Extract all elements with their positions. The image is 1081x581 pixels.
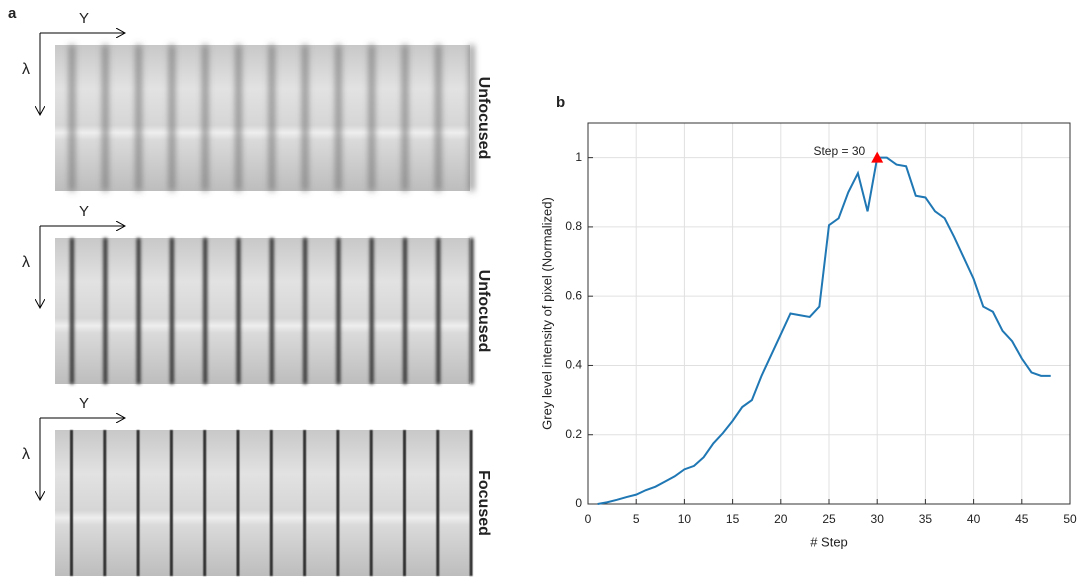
stripe	[169, 45, 174, 191]
spectral-image: Yλ Unfocused	[22, 203, 492, 384]
peak-marker	[871, 151, 884, 163]
stripe	[169, 238, 174, 384]
stripes	[70, 430, 473, 576]
stripe	[436, 45, 441, 191]
x-tick-label: 5	[633, 512, 640, 526]
stripe	[103, 430, 107, 576]
stripe	[203, 430, 207, 576]
stripe	[70, 45, 74, 191]
stripe	[303, 45, 308, 191]
stripe	[336, 238, 341, 384]
annotation: Step = 30	[813, 144, 865, 158]
stripe	[303, 430, 307, 576]
x-tick-label: 50	[1063, 512, 1077, 526]
stripe	[136, 45, 141, 191]
stripe	[136, 430, 140, 576]
focus-status: Unfocused	[475, 270, 492, 353]
image-background	[55, 238, 470, 384]
stripe	[369, 45, 374, 191]
y-axis-symbol: Y	[79, 10, 89, 27]
stripe	[369, 430, 373, 576]
stripe	[70, 238, 74, 384]
x-tick-label: 0	[585, 512, 592, 526]
stripe	[469, 430, 473, 576]
spectral-image: Yλ Unfocused	[22, 10, 492, 191]
stripe	[169, 430, 173, 576]
stripe	[436, 430, 440, 576]
stripe	[403, 238, 407, 384]
x-tick-label: 25	[822, 512, 836, 526]
y-tick-label: 0.8	[565, 219, 582, 233]
plot-frame	[587, 122, 1071, 505]
y-tick-label: 0.2	[565, 427, 582, 441]
spectral-image: Yλ Focused	[22, 395, 492, 576]
stripes	[70, 45, 474, 191]
stripe	[436, 238, 441, 384]
y-tick-label: 0.4	[565, 358, 582, 372]
stripe	[236, 238, 241, 384]
x-tick-label: 20	[774, 512, 788, 526]
x-tick-label: 40	[967, 512, 981, 526]
y-axis-symbol: Y	[79, 203, 89, 220]
stripe	[469, 238, 474, 384]
lambda-symbol: λ	[22, 446, 30, 463]
x-tick-label: 45	[1015, 512, 1029, 526]
focus-status: Focused	[475, 470, 492, 536]
panel-a: Yλ Unfocused Yλ Unfocused Yλ Focused	[22, 10, 492, 576]
stripe	[103, 238, 108, 384]
lambda-symbol: λ	[22, 254, 30, 271]
x-axis-label: # Step	[810, 534, 848, 549]
x-tick-label: 10	[678, 512, 692, 526]
panel-label: a	[8, 5, 17, 22]
focus-status: Unfocused	[475, 77, 492, 160]
stripe	[203, 238, 208, 384]
x-tick-label: 35	[919, 512, 933, 526]
stripe	[469, 45, 474, 191]
stripe	[236, 430, 240, 576]
stripe	[336, 430, 340, 576]
stripe	[136, 238, 141, 384]
y-tick-label: 0	[575, 496, 582, 510]
data-line	[597, 156, 1051, 505]
stripe	[269, 238, 274, 384]
y-axis-symbol: Y	[79, 395, 89, 412]
image-background	[55, 45, 470, 191]
x-tick-label: 30	[871, 512, 885, 526]
stripe	[303, 238, 308, 384]
stripe	[369, 238, 374, 384]
stripe	[236, 45, 241, 191]
stripes	[70, 238, 474, 384]
stripe	[70, 430, 73, 576]
y-tick-label: 1	[575, 150, 582, 164]
stripe	[403, 45, 407, 191]
y-tick-label: 0.6	[565, 288, 582, 302]
stripe	[403, 430, 406, 576]
panel-b: b00.20.40.60.810 5 10 15 20 25 30 35 40 45 50# Ste…	[539, 94, 1077, 549]
stripe	[203, 45, 208, 191]
stripe	[103, 45, 108, 191]
stripe	[269, 45, 274, 191]
stripe	[336, 45, 341, 191]
lambda-symbol: λ	[22, 61, 30, 78]
y-axis-label: Grey level intensity of pixel (Normalize…	[539, 197, 554, 430]
stripe	[269, 430, 273, 576]
panel-label: b	[556, 94, 565, 111]
image-background	[55, 430, 470, 576]
x-tick-label: 15	[726, 512, 740, 526]
